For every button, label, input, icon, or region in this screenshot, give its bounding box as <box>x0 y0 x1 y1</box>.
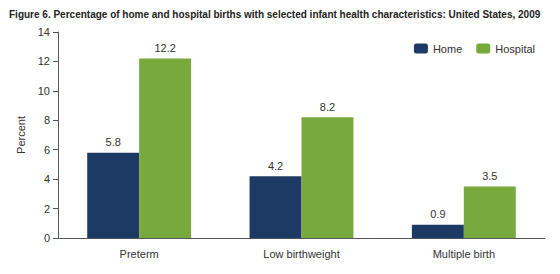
svg-text:0: 0 <box>44 232 50 244</box>
svg-text:Low birthweight: Low birthweight <box>263 248 339 260</box>
svg-text:4.2: 4.2 <box>268 160 283 172</box>
svg-text:5.8: 5.8 <box>106 136 121 148</box>
svg-text:Multiple birth: Multiple birth <box>433 248 495 260</box>
svg-text:3.5: 3.5 <box>482 170 497 182</box>
svg-text:8.2: 8.2 <box>320 101 335 113</box>
svg-text:8: 8 <box>44 114 50 126</box>
svg-text:6: 6 <box>44 144 50 156</box>
svg-text:0.9: 0.9 <box>430 208 445 220</box>
svg-text:Hospital: Hospital <box>495 43 535 55</box>
svg-text:Preterm: Preterm <box>120 248 159 260</box>
svg-text:2: 2 <box>44 203 50 215</box>
svg-text:12: 12 <box>38 55 50 67</box>
svg-text:10: 10 <box>38 85 50 97</box>
svg-text:Percent: Percent <box>15 116 27 154</box>
svg-text:14: 14 <box>38 26 50 38</box>
svg-text:12.2: 12.2 <box>154 42 175 54</box>
svg-text:4: 4 <box>44 173 50 185</box>
svg-text:Figure 6. Percentage of home a: Figure 6. Percentage of home and hospita… <box>9 9 541 20</box>
svg-text:Home: Home <box>433 43 462 55</box>
